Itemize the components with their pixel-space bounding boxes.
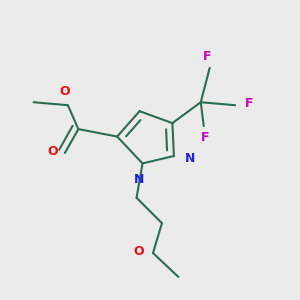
Text: O: O: [47, 145, 58, 158]
Text: N: N: [185, 152, 196, 166]
Text: N: N: [134, 173, 145, 186]
Text: F: F: [201, 131, 209, 144]
Text: O: O: [133, 245, 144, 258]
Text: F: F: [202, 50, 211, 63]
Text: F: F: [245, 97, 254, 110]
Text: O: O: [60, 85, 70, 98]
